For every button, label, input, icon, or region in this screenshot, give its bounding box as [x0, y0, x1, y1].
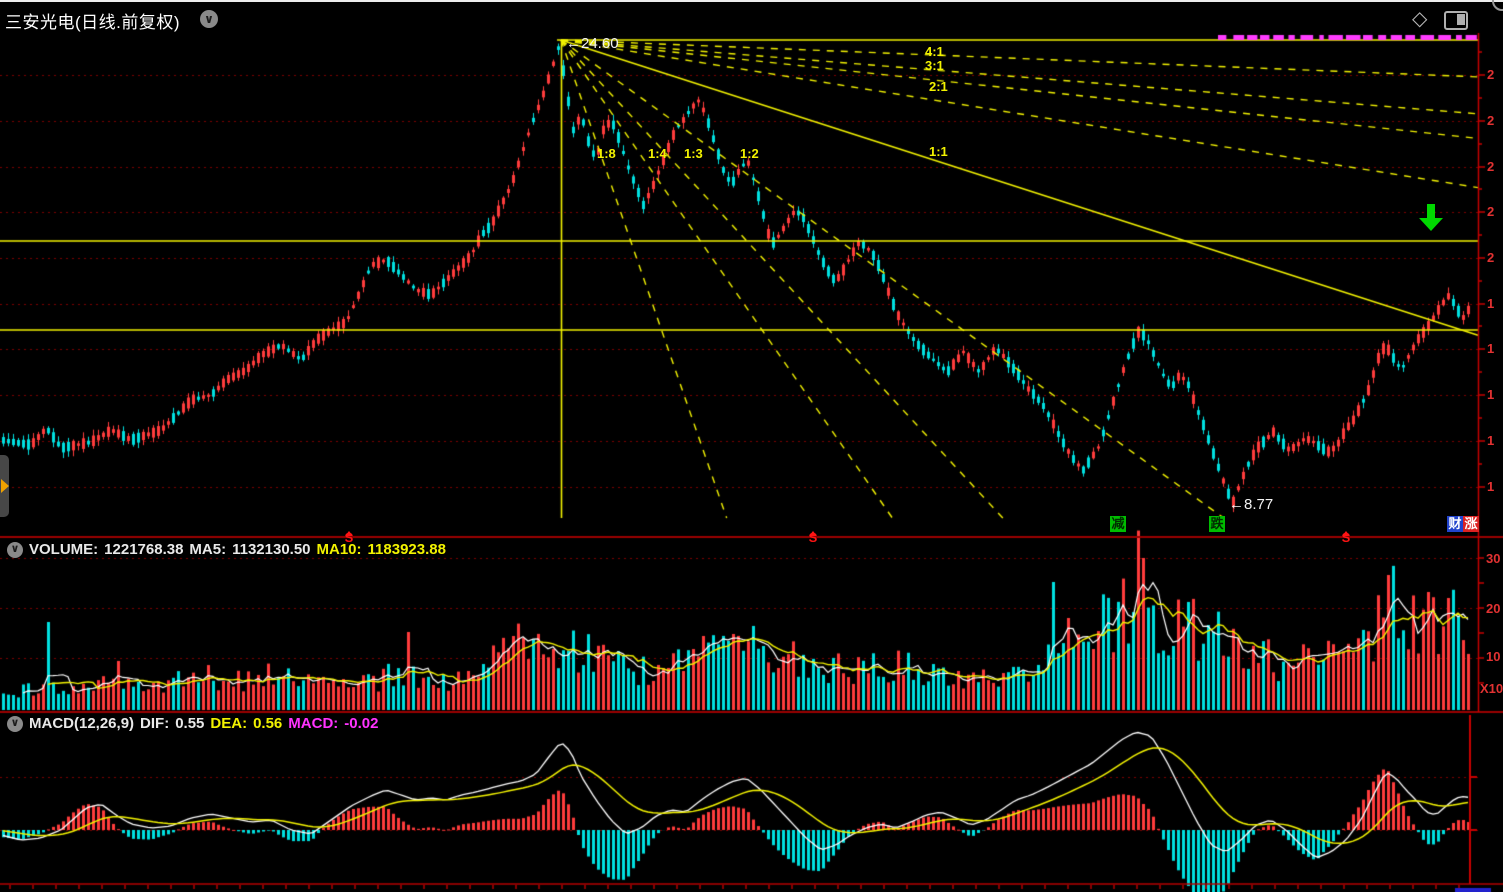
price-axis-label: 1 — [1487, 296, 1495, 311]
gann-ratio-label: 1:1 — [929, 144, 948, 159]
gann-ratio-label: 1:3 — [684, 146, 703, 161]
ma5-label: MA5: — [189, 541, 227, 558]
volume-collapse-icon[interactable]: ∨ — [7, 541, 23, 558]
event-badge: 减 — [1110, 516, 1126, 532]
price-axis-label: 1 — [1487, 387, 1495, 402]
volume-label: VOLUME: — [29, 541, 99, 558]
split-screen-fill — [1457, 14, 1465, 25]
price-axis-label: 1 — [1487, 479, 1495, 494]
low-price-label: ←8.77 — [1229, 496, 1274, 513]
dea-value: 0.56 — [253, 715, 283, 732]
sell-signal-marker: S — [806, 514, 820, 544]
down-arrow-stem — [1427, 204, 1435, 218]
dif-value: 0.55 — [175, 715, 205, 732]
diamond-icon[interactable]: ◇ — [1412, 8, 1428, 30]
macd-value-label: MACD: — [288, 715, 339, 732]
down-arrow-head — [1419, 218, 1443, 231]
stock-title[interactable]: 三安光电(日线.前复权) — [5, 13, 181, 32]
price-axis-label: 2 — [1487, 204, 1495, 219]
event-badge: 跌 — [1209, 516, 1225, 532]
macd-name-label: MACD(12,26,9) — [29, 715, 135, 732]
price-axis-label: 2 — [1487, 159, 1495, 174]
title-bar — [0, 2, 1503, 32]
price-axis-label: 1 — [1487, 433, 1495, 448]
volume-value: 1221768.38 — [104, 541, 184, 558]
window-top-border — [0, 0, 1503, 2]
price-axis-label: 2 — [1487, 67, 1495, 82]
corner-button-icon[interactable] — [1492, 0, 1503, 11]
sell-signal-marker: S — [1339, 514, 1353, 544]
ma10-label: MA10: — [316, 541, 362, 558]
volume-axis-label: 20 — [1486, 601, 1501, 616]
macd-panel-header: ∨ MACD(12,26,9) DIF: 0.55 DEA: 0.56 MACD… — [7, 715, 378, 732]
ma10-value: 1183923.88 — [367, 541, 446, 558]
gann-ratio-label: 1:4 — [648, 146, 667, 161]
left-expand-handle[interactable] — [0, 455, 9, 517]
gann-ratio-label: 4:1 — [925, 44, 944, 59]
gann-ratio-label: 2:1 — [929, 79, 948, 94]
gann-ratio-label: 3:1 — [925, 58, 944, 73]
gann-ratio-label: 1:2 — [740, 146, 759, 161]
ma5-value: 1132130.50 — [232, 541, 311, 558]
volume-axis-label: 30 — [1486, 551, 1501, 566]
dif-label: DIF: — [140, 715, 170, 732]
macd-value: -0.02 — [344, 715, 379, 732]
event-badge: 涨 — [1463, 516, 1479, 532]
macd-collapse-icon[interactable]: ∨ — [7, 715, 23, 732]
expand-arrow-icon — [1, 479, 9, 493]
price-axis-label: 2 — [1487, 113, 1495, 128]
peak-price-label: ←24.60 — [566, 35, 619, 52]
chevron-down-icon[interactable]: ∨ — [200, 10, 218, 28]
dea-label: DEA: — [210, 715, 248, 732]
event-badge: 财 — [1447, 516, 1463, 532]
split-screen-icon[interactable] — [1444, 11, 1468, 30]
volume-panel-header: ∨ VOLUME: 1221768.38 MA5: 1132130.50 MA1… — [7, 541, 446, 558]
price-axis-label: 2 — [1487, 250, 1495, 265]
sell-signal-marker: S — [342, 514, 356, 544]
price-axis-label: 1 — [1487, 341, 1495, 356]
down-arrow-icon — [1419, 204, 1443, 231]
volume-axis-label: 10 — [1486, 649, 1501, 664]
volume-axis-multiplier: X10 — [1480, 681, 1503, 696]
gann-ratio-label: 1:8 — [597, 146, 616, 161]
